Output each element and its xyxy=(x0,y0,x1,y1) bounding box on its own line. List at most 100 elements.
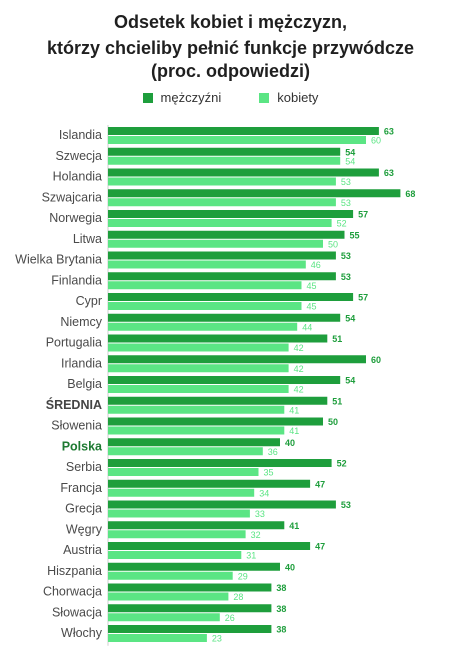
bar-women-belgia xyxy=(108,385,289,393)
value-label-women-finlandia: 45 xyxy=(307,281,317,291)
value-label-women-francja: 34 xyxy=(259,488,269,498)
bar-men-wielka-brytania xyxy=(108,251,336,260)
value-label-men-wielka-brytania: 53 xyxy=(341,251,351,261)
bar-men-chorwacja xyxy=(108,583,272,592)
value-label-women-chorwacja: 28 xyxy=(233,592,243,602)
category-label-austria: Austria xyxy=(63,543,102,557)
bar-men-serbia xyxy=(108,459,332,467)
legend-item-men: mężczyźni xyxy=(142,90,222,105)
value-label-women-polska: 36 xyxy=(268,447,278,457)
bar-women-słowacja xyxy=(108,613,220,622)
bar-women-słowenia xyxy=(108,426,285,435)
value-label-men-polska: 40 xyxy=(285,438,295,448)
bar-women-chorwacja xyxy=(108,592,229,601)
category-label-węgry: Węgry xyxy=(66,522,103,536)
bar-women-litwa xyxy=(108,239,323,248)
bar-women-szwajcaria xyxy=(108,198,336,207)
value-label-women-grecja: 33 xyxy=(255,509,265,519)
bar-men-grecja xyxy=(108,500,336,509)
value-label-men-chorwacja: 38 xyxy=(276,583,286,593)
category-label-holandia: Holandia xyxy=(53,170,102,184)
value-label-men-niemcy: 54 xyxy=(345,313,355,323)
bar-men-szwajcaria xyxy=(108,189,401,198)
bar-men-węgry xyxy=(108,521,285,530)
bar-men-włochy xyxy=(108,625,272,633)
value-label-men-austria: 47 xyxy=(315,542,325,552)
value-label-women-średnia: 41 xyxy=(289,405,299,415)
category-label-średnia: ŚREDNIA xyxy=(46,397,102,412)
value-label-women-islandia: 60 xyxy=(371,136,381,146)
value-label-women-serbia: 35 xyxy=(264,468,274,478)
value-label-women-litwa: 50 xyxy=(328,239,338,249)
value-label-men-hiszpania: 40 xyxy=(285,562,295,572)
value-label-women-niemcy: 44 xyxy=(302,322,312,332)
bar-women-wielka-brytania xyxy=(108,260,306,269)
bar-women-serbia xyxy=(108,468,259,476)
bar-men-słowenia xyxy=(108,417,323,426)
category-label-belgia: Belgia xyxy=(67,377,102,391)
bar-women-węgry xyxy=(108,530,246,539)
category-label-cypr: Cypr xyxy=(76,294,102,308)
bar-women-grecja xyxy=(108,509,250,518)
value-label-men-norwegia: 57 xyxy=(358,210,368,220)
chart-title-line-1: Odsetek kobiet i mężczyzn, xyxy=(113,12,348,32)
bar-women-norwegia xyxy=(108,219,332,227)
category-label-grecja: Grecja xyxy=(65,502,102,516)
value-label-women-słowacja: 26 xyxy=(225,613,235,623)
category-label-słowenia: Słowenia xyxy=(51,419,102,433)
category-label-niemcy: Niemcy xyxy=(60,315,102,329)
legend-label-women: kobiety xyxy=(277,90,319,105)
bar-women-cypr xyxy=(108,302,302,310)
bar-men-polska xyxy=(108,438,280,447)
category-label-polska: Polska xyxy=(62,439,103,453)
value-label-women-cypr: 45 xyxy=(307,302,317,312)
category-label-szwajcaria: Szwajcaria xyxy=(42,190,102,204)
bar-men-francja xyxy=(108,479,311,488)
bar-women-portugalia xyxy=(108,343,289,352)
bar-women-szwecja xyxy=(108,156,341,165)
bar-women-hiszpania xyxy=(108,571,233,580)
legend-item-women: kobiety xyxy=(259,90,318,105)
bar-men-islandia xyxy=(108,127,379,135)
category-label-hiszpania: Hiszpania xyxy=(47,564,102,578)
bar-women-irlandia xyxy=(108,364,289,373)
bar-women-średnia xyxy=(108,405,285,414)
value-label-men-szwajcaria: 68 xyxy=(405,189,415,199)
value-label-men-węgry: 41 xyxy=(289,521,299,531)
bar-men-niemcy xyxy=(108,313,341,322)
legend-swatch-women xyxy=(259,92,270,103)
value-label-men-włochy: 38 xyxy=(276,625,286,635)
value-label-men-serbia: 52 xyxy=(337,459,347,469)
bar-men-portugalia xyxy=(108,334,328,343)
value-label-men-belgia: 54 xyxy=(345,376,355,386)
bar-men-belgia xyxy=(108,376,341,384)
value-label-women-szwajcaria: 53 xyxy=(341,198,351,208)
chart-title-line-3: (proc. odpowiedzi) xyxy=(151,61,310,81)
value-label-women-wielka-brytania: 46 xyxy=(311,260,321,270)
legend-swatch-men xyxy=(142,92,153,103)
value-label-men-średnia: 51 xyxy=(332,396,342,406)
bar-men-szwecja xyxy=(108,147,341,156)
bar-men-cypr xyxy=(108,293,354,301)
value-label-women-irlandia: 42 xyxy=(294,364,304,374)
value-label-women-słowenia: 41 xyxy=(289,426,299,436)
value-label-men-finlandia: 53 xyxy=(341,272,351,282)
bar-men-słowacja xyxy=(108,604,272,613)
value-label-women-holandia: 53 xyxy=(341,177,351,187)
value-label-men-cypr: 57 xyxy=(358,293,368,303)
bar-women-francja xyxy=(108,488,255,497)
value-label-men-portugalia: 51 xyxy=(332,334,342,344)
value-label-women-węgry: 32 xyxy=(251,530,261,540)
value-label-women-włochy: 23 xyxy=(212,634,222,644)
bar-women-niemcy xyxy=(108,322,298,331)
value-label-men-francja: 47 xyxy=(315,479,325,489)
category-label-litwa: Litwa xyxy=(73,232,102,246)
category-label-portugalia: Portugalia xyxy=(46,336,102,350)
bar-men-austria xyxy=(108,542,311,550)
bar-women-austria xyxy=(108,551,242,559)
bar-women-holandia xyxy=(108,177,336,186)
value-label-women-austria: 31 xyxy=(246,551,256,561)
category-label-norwegia: Norwegia xyxy=(49,211,102,225)
value-label-women-szwecja: 54 xyxy=(345,156,355,166)
legend-label-men: mężczyźni xyxy=(160,90,222,105)
